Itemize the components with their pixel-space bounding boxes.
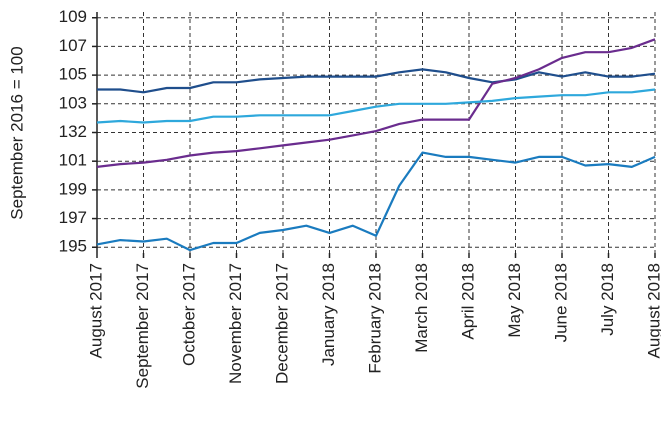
x-tick-label: May 2018 [505, 263, 524, 338]
y-axis-label: September 2016 = 100 [7, 46, 26, 219]
x-tick-label: January 2018 [319, 263, 338, 366]
x-tick-label: February 2018 [365, 263, 384, 374]
x-tick-label: August 2017 [86, 263, 105, 358]
y-tick-label: 101 [59, 151, 87, 170]
x-tick-label: December 2017 [272, 263, 291, 384]
y-tick-label: 103 [59, 93, 87, 112]
series-line [97, 68, 656, 94]
x-tick-label: April 2018 [458, 263, 477, 340]
series-line [96, 88, 656, 124]
x-tick-label: July 2018 [598, 263, 617, 336]
y-tick-label: 105 [59, 65, 87, 84]
x-tick-label: September 2017 [133, 263, 152, 389]
series-line [96, 151, 656, 252]
y-tick-label: 109 [59, 7, 87, 26]
y-tick-label: 132 [59, 122, 87, 141]
x-tick-label: October 2017 [179, 263, 198, 366]
series-line [96, 38, 656, 168]
y-tick-label: 197 [59, 208, 87, 227]
x-tick-label: August 2018 [644, 263, 661, 358]
y-tick-label: 195 [59, 237, 87, 256]
x-tick-label: March 2018 [412, 263, 431, 353]
x-tick-label: November 2017 [226, 263, 245, 384]
y-tick-label: 199 [59, 179, 87, 198]
x-tick-label: June 2018 [551, 263, 570, 342]
y-tick-label: 107 [59, 36, 87, 55]
